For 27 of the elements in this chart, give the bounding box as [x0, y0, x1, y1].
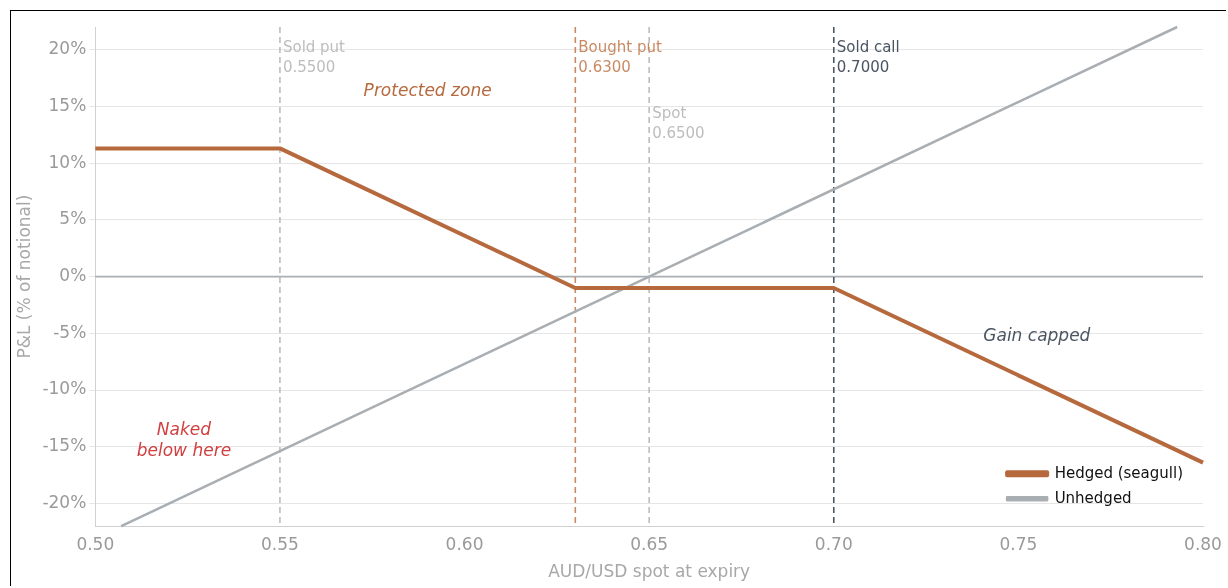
x-axis-title: AUD/USD spot at expiry — [548, 561, 751, 582]
ref-line-label: Bought put 0.6300 — [578, 38, 662, 77]
x-tick-label: 0.55 — [261, 533, 299, 554]
ref-line-label: Spot 0.6500 — [652, 104, 705, 143]
x-tick-label: 0.80 — [1184, 533, 1222, 554]
y-axis-title: P&L (% of notional) — [13, 194, 34, 359]
annotation: Protected zone — [363, 80, 492, 101]
y-tick-label: 5% — [59, 208, 87, 229]
y-tick-label: 20% — [48, 38, 87, 59]
x-tick-label: 0.50 — [76, 533, 115, 554]
y-tick-label: 15% — [48, 94, 87, 115]
y-tick-label: -5% — [53, 321, 87, 342]
y-tick-label: -20% — [42, 491, 87, 512]
y-tick-label: -15% — [42, 435, 87, 456]
legend-label: Unhedged — [1054, 488, 1132, 507]
ref-line-label: Sold call 0.7000 — [836, 38, 900, 77]
annotation: Gain capped — [983, 324, 1091, 345]
x-tick-label: 0.70 — [814, 533, 853, 554]
y-tick-label: -10% — [42, 378, 87, 399]
y-tick-label: 10% — [48, 151, 87, 172]
ref-line-label: Sold put 0.5500 — [282, 38, 346, 77]
legend-label: Hedged (seagull) — [1054, 463, 1183, 482]
y-tick-label: 0% — [59, 265, 87, 286]
annotation: Naked below here — [136, 419, 232, 461]
x-tick-label: 0.65 — [630, 533, 669, 554]
x-tick-label: 0.60 — [445, 533, 484, 554]
x-tick-label: 0.75 — [999, 533, 1038, 554]
